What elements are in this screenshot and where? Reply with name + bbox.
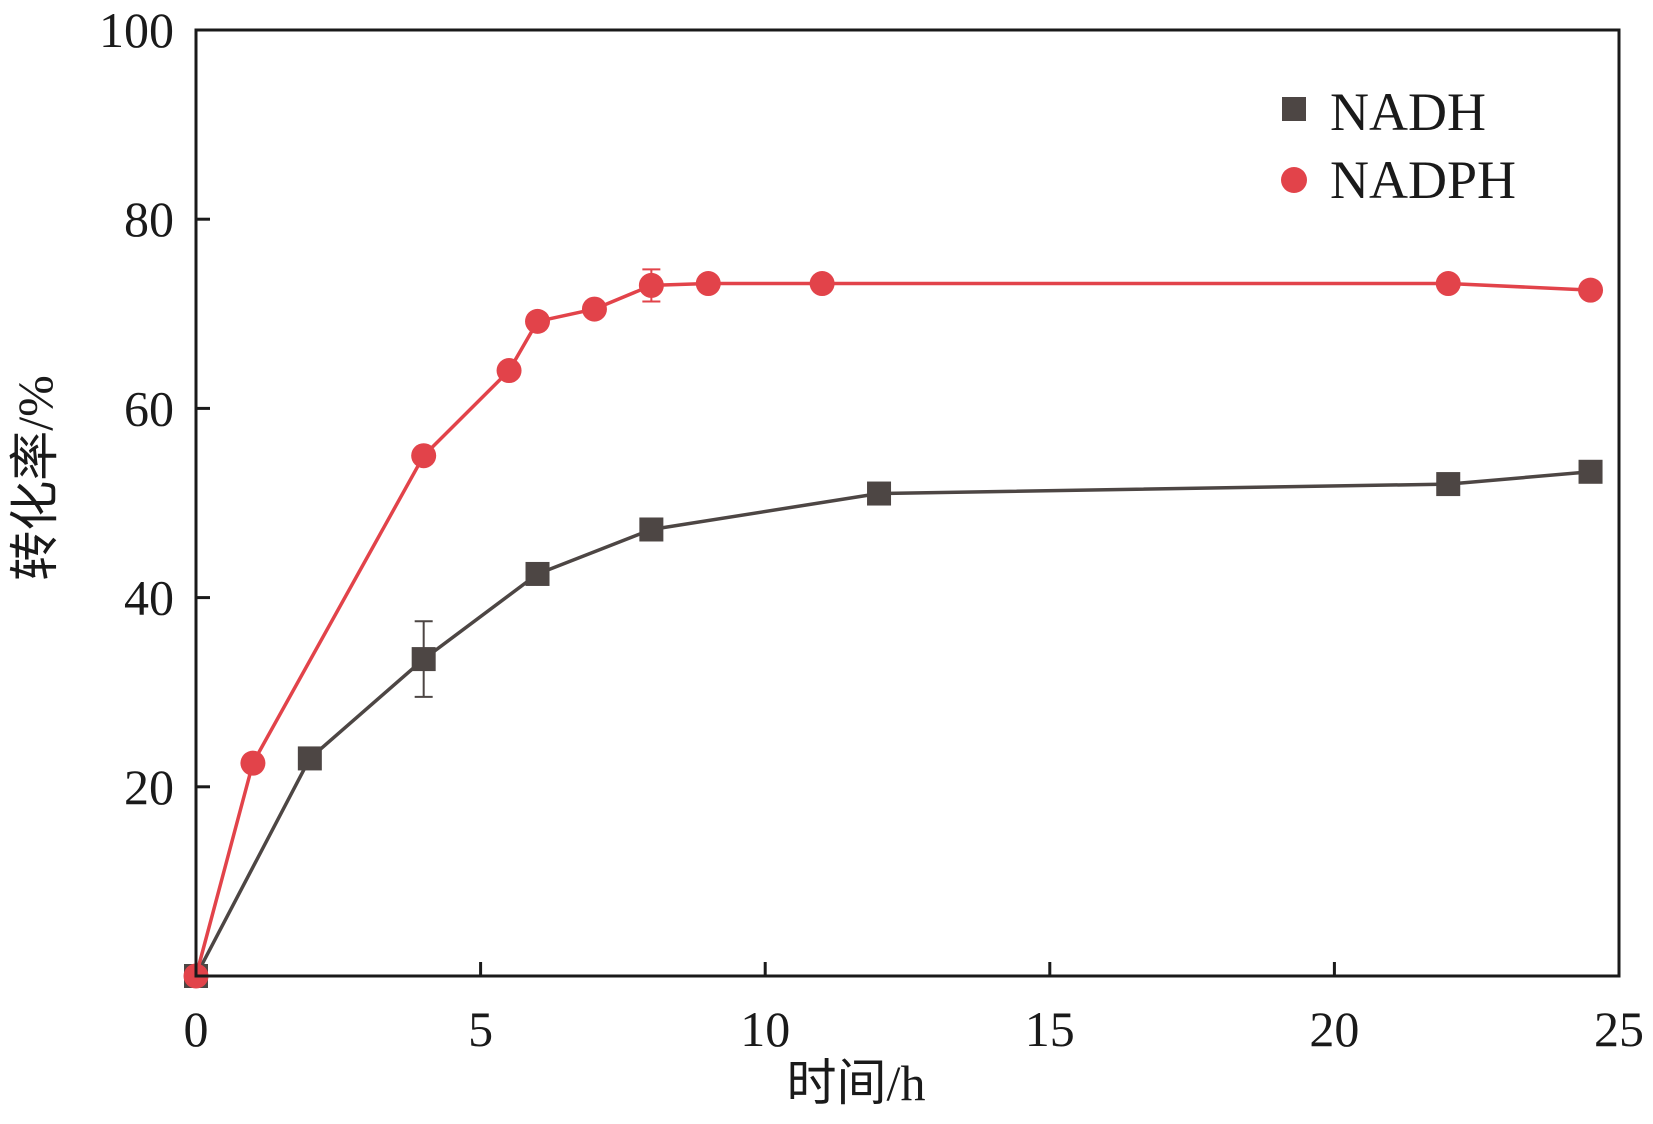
axis-layer: 0 5 10 15 20 25 20 40 60 80 100	[99, 2, 1644, 1057]
data-point-nadph	[240, 750, 266, 776]
x-tick-label: 15	[1025, 1001, 1075, 1057]
data-point-nadph	[695, 271, 721, 297]
series-nadh	[184, 459, 1603, 988]
x-tick-label: 5	[468, 1001, 493, 1057]
data-point-nadh	[297, 746, 322, 771]
plot-frame	[194, 28, 1621, 978]
data-point-nadh	[411, 647, 436, 672]
data-point-nadh	[1436, 472, 1461, 497]
series-nadph	[183, 268, 1604, 989]
data-point-nadph	[581, 296, 607, 322]
legend-label-nadph: NADPH	[1330, 150, 1516, 210]
series-line-nadph	[194, 281, 1591, 977]
data-point-nadph	[638, 272, 664, 298]
x-tick-label: 20	[1309, 1001, 1359, 1057]
data-point-nadph	[496, 358, 522, 384]
y-tick-label: 60	[124, 380, 174, 436]
x-axis-title: 时间/h	[787, 1055, 926, 1111]
y-tick-label: 80	[124, 191, 174, 247]
data-point-nadph	[809, 271, 835, 297]
y-tick-label: 40	[124, 570, 174, 626]
legend-marker-nadph	[1281, 167, 1307, 193]
data-point-nadph	[1435, 271, 1461, 297]
x-tick-label: 10	[740, 1001, 790, 1057]
y-axis-title: 转化率/%	[7, 375, 63, 581]
data-point-nadh	[525, 561, 550, 586]
y-tick-label: 20	[124, 759, 174, 815]
x-tick-label: 0	[184, 1001, 209, 1057]
data-point-nadph	[411, 443, 437, 469]
data-point-nadh	[1578, 459, 1603, 484]
data-point-nadph	[1578, 277, 1604, 303]
legend-label-nadh: NADH	[1330, 82, 1486, 142]
y-tick-label: 100	[99, 2, 174, 58]
data-point-nadh	[867, 481, 892, 506]
data-point-nadh	[639, 517, 664, 542]
legend-marker-nadh	[1282, 97, 1306, 121]
series-line-nadh	[194, 470, 1591, 977]
series-layer	[183, 268, 1604, 989]
legend: NADH NADPH	[1281, 82, 1516, 210]
x-tick-label: 25	[1594, 1001, 1644, 1057]
data-point-nadph	[525, 308, 551, 334]
